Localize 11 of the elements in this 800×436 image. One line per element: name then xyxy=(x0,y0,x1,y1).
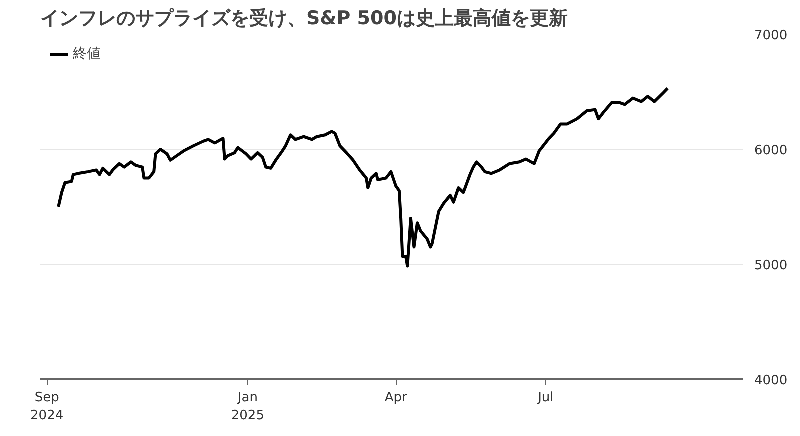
legend-label: 終値 xyxy=(73,45,101,63)
y-tick-label: 5000 xyxy=(754,258,788,274)
x-tick-label: Apr xyxy=(384,390,408,406)
chart-title: インフレのサプライズを受け、S&P 500は史上最高値を更新 xyxy=(40,8,568,30)
y-tick-label: 4000 xyxy=(754,374,788,388)
y-tick-label: 7000 xyxy=(754,28,788,44)
x-tick-label: Jul xyxy=(537,390,554,406)
y-tick-label: 6000 xyxy=(754,144,788,158)
line-series xyxy=(57,87,670,268)
x-tick-label: Sep 2024 xyxy=(30,390,64,424)
x-tick-label: Jan 2025 xyxy=(231,390,264,424)
